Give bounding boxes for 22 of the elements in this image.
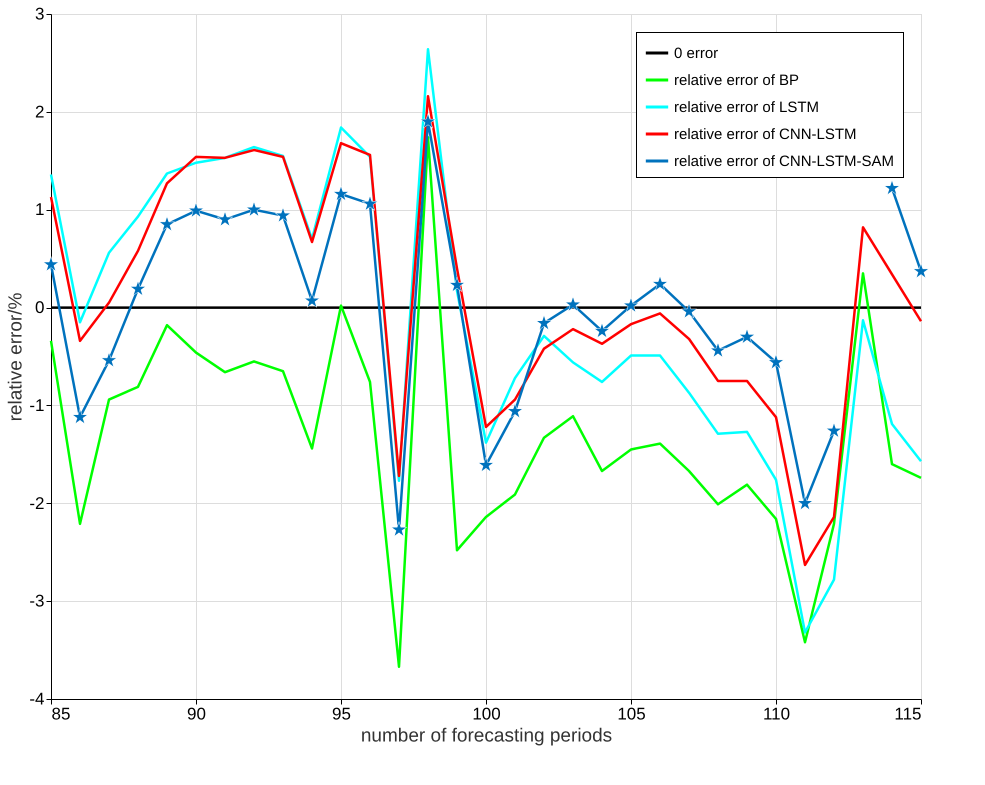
x-tick-label: 95 (332, 704, 351, 724)
y-tick-label: -2 (29, 494, 44, 513)
x-axis-title: number of forecasting periods (360, 726, 612, 746)
y-tick-label: 1 (35, 200, 44, 220)
x-tick-label: 105 (617, 704, 646, 724)
x-tick-label: 85 (52, 704, 70, 724)
x-tick-label: 100 (472, 704, 501, 724)
legend-label: relative error of BP (674, 72, 800, 89)
legend-label: relative error of CNN-LSTM (674, 126, 857, 143)
y-tick-label: -1 (29, 396, 44, 415)
y-tick-label: -4 (29, 690, 44, 708)
y-tick-label: 0 (35, 298, 44, 318)
x-tick-label: 90 (187, 704, 206, 724)
y-tick-label: 2 (35, 102, 44, 122)
x-tick-label: 115 (894, 704, 922, 724)
legend-label: 0 error (674, 45, 718, 62)
legend-label: relative error of CNN-LSTM-SAM (674, 153, 894, 170)
x-tick-label: 110 (762, 704, 790, 724)
y-tick-label: -3 (29, 592, 44, 611)
y-axis-title: relative error/% (5, 292, 26, 422)
legend-label: relative error of LSTM (674, 99, 820, 116)
y-tick-label: 3 (35, 4, 44, 24)
